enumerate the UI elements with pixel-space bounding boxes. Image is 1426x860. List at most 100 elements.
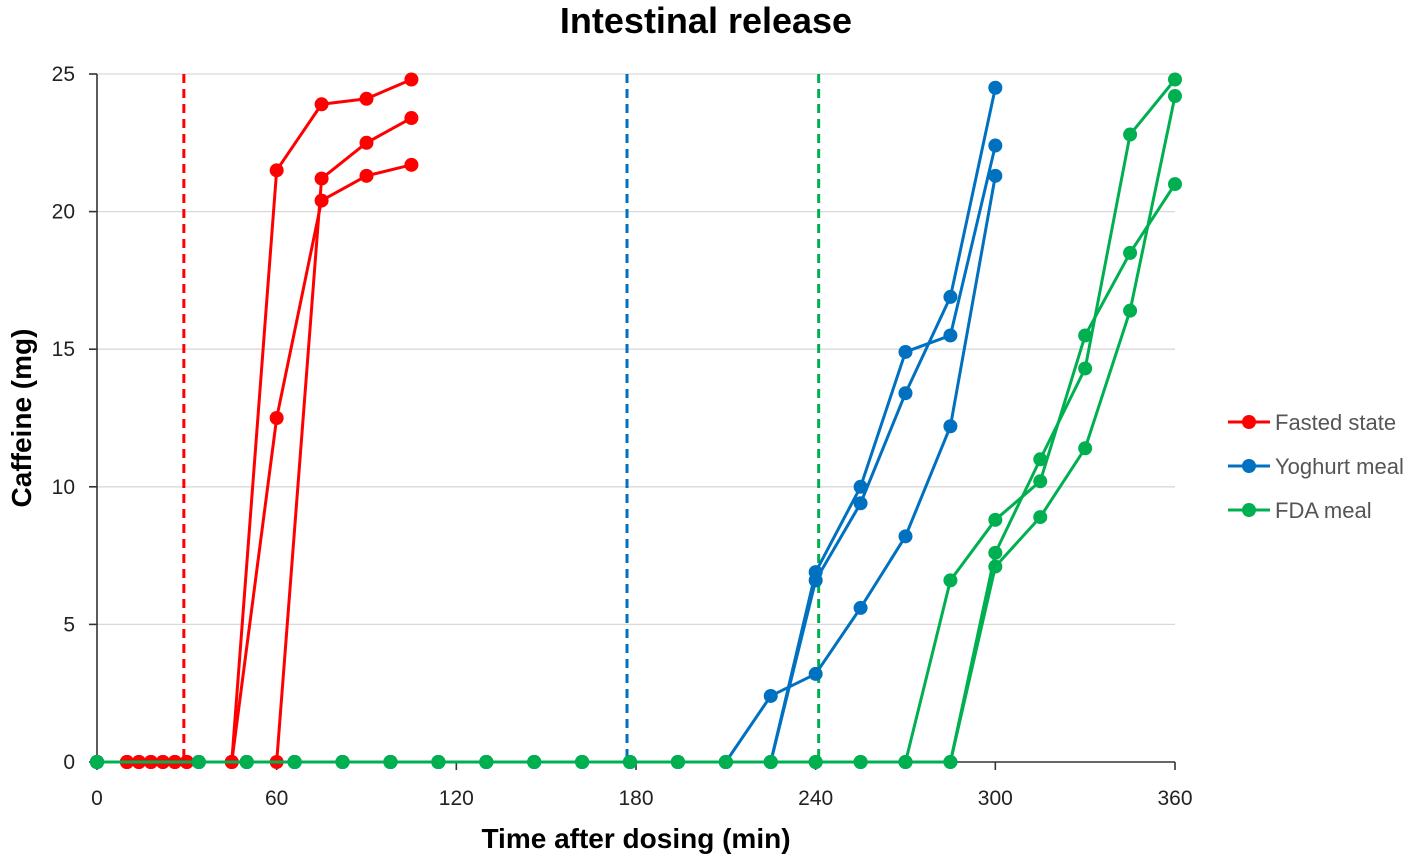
series-4	[90, 138, 1003, 769]
data-point-4-17	[898, 344, 913, 359]
y-tick-label-5: 5	[63, 613, 75, 636]
tick-labels: 0 5 10 15 20 25 0 60 120 180 240 300 360	[52, 63, 1193, 810]
legend-label: Yoghurt meal	[1275, 454, 1404, 479]
y-tick-label-0: 0	[63, 751, 75, 774]
series-line-8	[97, 95, 1177, 764]
legend-label: FDA meal	[1275, 498, 1372, 523]
legend-item-1: Fasted state	[1228, 410, 1396, 435]
data-point-9-17	[898, 755, 913, 769]
x-tick-label-240: 240	[798, 787, 833, 810]
data-point-8-23	[1168, 89, 1182, 104]
data-point-5-16	[853, 600, 868, 615]
reference-lines	[182, 74, 821, 762]
x-tick-label-120: 120	[439, 787, 474, 810]
series-6	[90, 80, 1003, 769]
y-tick-label-25: 25	[52, 63, 75, 86]
legend-item-2: Yoghurt meal	[1228, 454, 1404, 479]
chart-title: Intestinal release	[560, 0, 852, 41]
data-point-1-9	[269, 163, 284, 178]
data-point-9-19	[988, 545, 1003, 560]
series-line-6	[97, 87, 997, 764]
x-axis-label: Time after dosing (min)	[481, 823, 790, 854]
data-point-5-18	[943, 419, 958, 434]
data-point-8-22	[1123, 303, 1138, 318]
data-point-6-15	[808, 573, 823, 588]
data-point-9-11	[623, 755, 638, 769]
data-point-1-12	[404, 72, 419, 87]
series-8	[90, 89, 1182, 769]
data-point-4-18	[943, 328, 958, 343]
gridlines	[97, 73, 1175, 626]
data-point-5-19	[988, 168, 1003, 183]
data-point-2-9	[269, 411, 284, 425]
data-point-9-1	[90, 755, 104, 769]
data-point-2-10	[314, 193, 329, 208]
data-point-9-23	[1168, 72, 1182, 87]
data-point-9-8	[479, 755, 494, 769]
data-point-7-18	[943, 573, 958, 588]
x-tick-label-180: 180	[618, 787, 653, 810]
series-line-3	[97, 116, 413, 764]
data-point-3-11	[359, 135, 374, 150]
series-line-5	[97, 175, 997, 764]
y-tick-label-10: 10	[52, 476, 75, 499]
x-tick-label-0: 0	[91, 787, 103, 810]
legend-swatch-marker	[1242, 503, 1256, 517]
legend-swatch-marker	[1242, 415, 1256, 429]
data-point-9-6	[383, 755, 398, 769]
data-point-5-17	[898, 529, 913, 544]
axes	[89, 73, 1176, 770]
data-point-6-18	[943, 289, 958, 304]
data-point-9-9	[527, 755, 542, 769]
data-point-3-12	[404, 111, 419, 126]
data-point-9-21	[1078, 361, 1093, 376]
data-point-9-10	[575, 755, 590, 769]
data-point-2-12	[404, 157, 419, 172]
data-point-7-22	[1123, 245, 1138, 260]
data-point-7-21	[1078, 328, 1093, 343]
data-point-9-16	[853, 755, 868, 769]
data-point-9-14	[763, 755, 778, 769]
data-point-7-23	[1168, 177, 1182, 192]
data-point-9-2	[191, 755, 206, 769]
data-point-9-4	[287, 755, 302, 769]
x-tick-label-300: 300	[978, 787, 1013, 810]
data-point-8-20	[1033, 510, 1048, 525]
series-line-7	[97, 183, 1177, 764]
data-point-4-16	[853, 479, 868, 494]
y-tick-label-15: 15	[52, 338, 75, 361]
legend-label: Fasted state	[1275, 410, 1396, 435]
legend: Fasted state Yoghurt meal FDA meal	[1228, 410, 1404, 523]
y-tick-label-20: 20	[52, 201, 75, 224]
series-9	[90, 72, 1182, 769]
series-lines	[90, 72, 1182, 769]
data-point-1-11	[359, 91, 374, 106]
data-point-9-15	[808, 755, 823, 769]
data-point-5-14	[763, 688, 778, 703]
legend-item-3: FDA meal	[1228, 498, 1372, 523]
data-point-8-21	[1078, 441, 1093, 456]
data-point-7-20	[1033, 474, 1048, 489]
series-line-4	[97, 145, 997, 764]
data-point-1-10	[314, 97, 329, 112]
data-point-6-16	[853, 496, 868, 511]
data-point-9-7	[431, 755, 446, 769]
data-point-9-12	[670, 755, 685, 769]
data-point-2-11	[359, 168, 374, 183]
data-point-3-10	[314, 171, 329, 186]
legend-swatch-marker	[1242, 459, 1256, 473]
data-point-9-20	[1033, 452, 1048, 467]
data-point-4-19	[988, 138, 1003, 153]
y-axis-label: Caffeine (mg)	[6, 329, 37, 508]
data-point-9-3	[239, 755, 254, 769]
data-point-9-18	[943, 755, 958, 769]
data-point-7-19	[988, 512, 1003, 527]
data-point-6-19	[988, 80, 1003, 95]
data-point-9-13	[718, 755, 733, 769]
x-tick-label-60: 60	[265, 787, 288, 810]
data-point-5-15	[808, 666, 823, 681]
data-point-9-22	[1123, 127, 1138, 142]
series-3	[90, 111, 419, 769]
x-tick-label-360: 360	[1157, 787, 1192, 810]
data-point-9-5	[335, 755, 350, 769]
